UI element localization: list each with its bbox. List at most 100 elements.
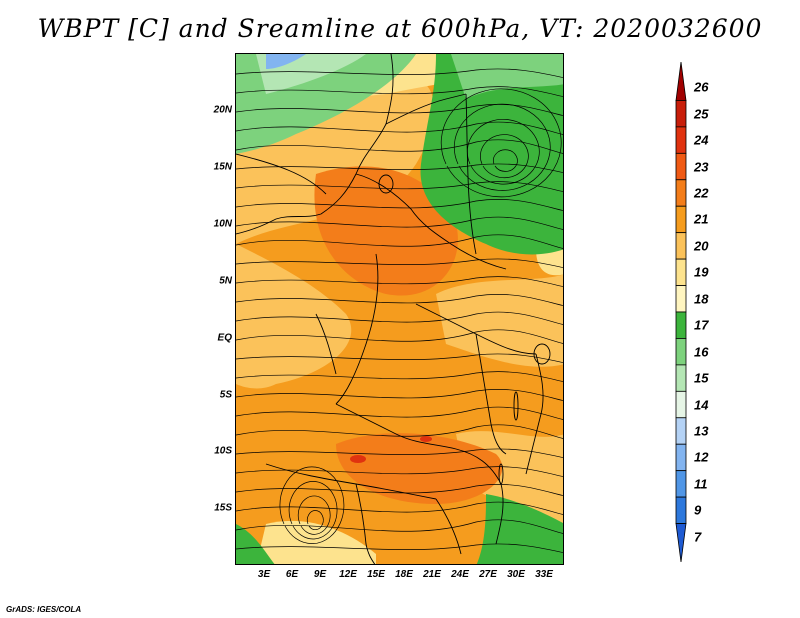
colorbar-cell [675,496,687,524]
lat-label: 10S [214,445,232,457]
streamline [453,103,551,191]
colorbar-cell [675,443,687,472]
colorbar-label: 26 [694,79,709,95]
streamline [307,510,324,530]
colorbar-label: 12 [694,449,709,465]
colorbar-label: 20 [694,238,709,254]
streamline [236,501,563,515]
lat-label: EQ [217,332,232,344]
colorbar-cell [675,523,687,562]
lon-label: 27E [479,569,497,580]
lon-label: 6E [285,569,299,580]
lat-label: 5S [219,389,232,401]
streamline [236,371,563,382]
streamline [236,466,563,477]
colorbar-cells [675,62,687,562]
colorbar-label: 15 [694,370,709,386]
colorbar-cell [675,390,687,419]
colorbar-label: 17 [694,317,709,333]
colorbar-label: 16 [694,344,709,360]
colorbar-cell [675,232,687,260]
colorbar-cell [675,100,687,128]
streamline [297,495,331,535]
lat-label: 20N [213,104,232,116]
colorbar-cell [675,126,687,154]
map-field [236,54,563,564]
colorbar-cell [675,258,687,286]
streamline [493,149,518,172]
chart-title: WBPT [C] and Sreamline at 600hPa, VT: 20… [37,14,763,43]
streamline [236,104,563,116]
streamline [236,543,563,553]
colorbar-label: 13 [694,423,709,439]
wbpt-field-green-southeast [476,494,563,564]
streamline [236,86,563,97]
colorbar-label: 24 [694,132,709,148]
streamline [236,199,563,211]
colorbar-cell [675,179,687,207]
colorbar-cell [675,364,687,392]
streamline [236,311,563,325]
lon-label: 18E [395,569,413,580]
streamline [236,139,563,154]
wbpt-field-red-spot [350,455,366,463]
streamline [236,216,563,230]
country-borders [236,54,544,564]
streamline [236,258,563,268]
colorbar-cell [675,417,687,445]
streamline [236,329,563,344]
wbpt-field-blue-corner [266,54,306,69]
map-panel [235,53,564,565]
lon-label: 12E [339,569,357,580]
streamline [236,389,563,401]
colorbar-label: 25 [694,106,709,122]
lon-label: 15E [367,569,385,580]
streamline [236,276,563,287]
streamlines [236,68,563,553]
wbpt-field-green-southwest [236,524,275,564]
colorbar-cell [675,205,687,234]
streamline [236,68,563,78]
streamline [440,88,562,198]
lon-label: 21E [423,569,441,580]
streamline [236,448,563,458]
lon-label: 24E [451,569,469,580]
colorbar-label: 23 [694,159,709,175]
streamline [236,163,563,173]
colorbar-label: 21 [694,211,709,227]
streamline [236,406,563,420]
colorbar-cell [675,285,687,313]
streamline [236,519,563,534]
credit-text: GrADS: IGES/COLA [6,605,82,614]
lon-label: 9E [313,569,327,580]
streamline [288,481,338,540]
streamline [279,466,345,544]
wbpt-field-dark-orange-south [336,433,503,504]
colorbar-cell [675,62,687,101]
streamline [236,484,563,496]
colorbar-label: 18 [694,291,709,307]
colorbar-label: 7 [694,529,702,545]
colorbar-cell [675,152,687,181]
lat-label: 15N [213,161,232,173]
lat-label: 10N [213,218,232,230]
colorbar [675,62,687,562]
lat-label: 15S [214,502,232,514]
streamline [236,424,563,439]
streamline [480,134,529,179]
lon-label: 30E [507,569,525,580]
lon-label: 3E [257,569,271,580]
wbpt-field-yellow-south [256,520,376,564]
colorbar-label: 22 [694,185,709,201]
streamline [236,234,563,249]
streamline [236,181,563,192]
colorbar-label: 11 [694,476,708,492]
streamline [236,353,563,363]
lat-label: 5N [219,275,232,287]
wbpt-field-light-orange-west [236,244,352,389]
lon-label: 33E [535,569,553,580]
streamline [466,118,540,185]
lakes [378,174,551,485]
colorbar-cell [675,311,687,339]
colorbar-label: 9 [694,502,702,518]
